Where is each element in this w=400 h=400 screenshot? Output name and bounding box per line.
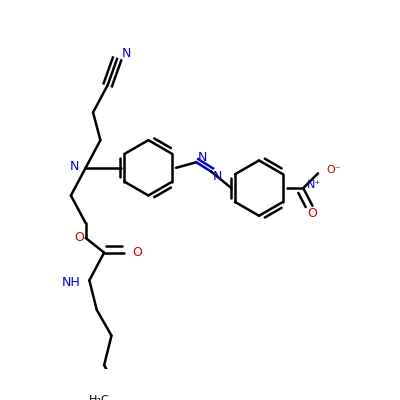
Text: NH: NH [61, 276, 80, 289]
Text: O⁻: O⁻ [326, 165, 341, 175]
Text: H₃C: H₃C [89, 395, 110, 400]
Text: N⁺: N⁺ [307, 180, 321, 190]
Text: N: N [122, 47, 131, 60]
Text: N: N [198, 151, 208, 164]
Text: N: N [213, 170, 222, 183]
Text: O: O [307, 208, 317, 220]
Text: O: O [74, 231, 84, 244]
Text: N: N [70, 160, 79, 173]
Text: O: O [132, 246, 142, 259]
